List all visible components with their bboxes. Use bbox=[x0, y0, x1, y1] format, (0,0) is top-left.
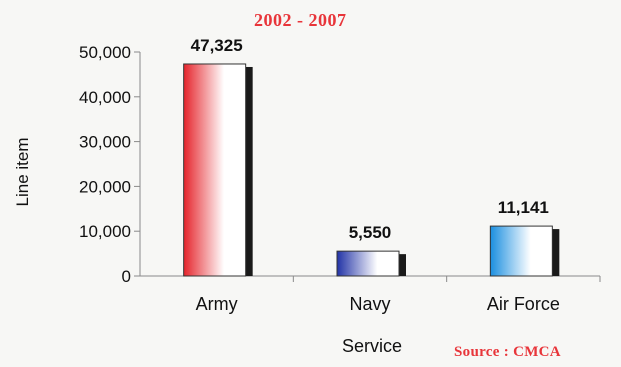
bar-side bbox=[552, 229, 560, 276]
y-tick-label: 20,000 bbox=[79, 177, 131, 196]
y-ticks: 0 10,000 20,000 30,000 40,000 50,000 bbox=[79, 43, 140, 286]
source-note: Source : CMCA bbox=[454, 344, 561, 360]
bar bbox=[183, 63, 247, 277]
x-axis-label: Service bbox=[342, 336, 402, 356]
y-tick-label: 10,000 bbox=[79, 222, 131, 241]
y-tick-label: 30,000 bbox=[79, 133, 131, 152]
bar-side bbox=[399, 254, 406, 276]
y-tick-label: 0 bbox=[122, 267, 131, 286]
data-label: 11,141 bbox=[498, 198, 549, 217]
y-tick-label: 40,000 bbox=[79, 88, 131, 107]
bar-side bbox=[245, 66, 253, 276]
y-axis-label: Line item bbox=[13, 138, 32, 207]
chart-subtitle: 2002 - 2007 bbox=[254, 10, 347, 30]
x-ticks: Army Navy Air Force bbox=[196, 276, 601, 314]
data-label: 5,550 bbox=[349, 223, 392, 242]
data-labels: 47,325 5,550 11,141 bbox=[191, 36, 549, 242]
bar bbox=[336, 250, 400, 277]
x-tick-label: Air Force bbox=[487, 294, 560, 314]
y-tick-label: 50,000 bbox=[79, 43, 131, 62]
bar bbox=[489, 225, 553, 277]
x-tick-label: Navy bbox=[349, 294, 390, 314]
x-tick-label: Army bbox=[196, 294, 238, 314]
data-label: 47,325 bbox=[191, 36, 243, 55]
bars bbox=[183, 63, 560, 277]
